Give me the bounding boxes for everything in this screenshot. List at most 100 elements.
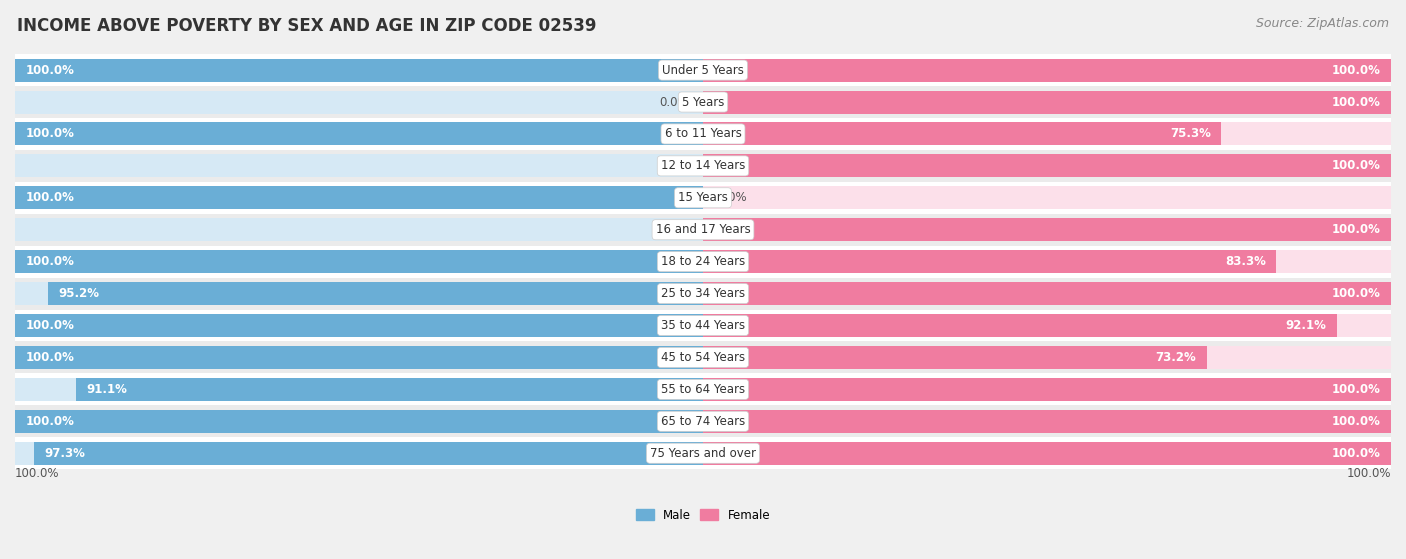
Text: 100.0%: 100.0%	[1347, 467, 1391, 480]
Bar	[15, 186, 703, 209]
Bar	[15, 218, 703, 241]
Bar	[703, 346, 1206, 369]
Bar	[48, 282, 703, 305]
Bar	[703, 218, 1391, 241]
Bar	[703, 410, 1391, 433]
Text: 100.0%: 100.0%	[1331, 287, 1381, 300]
Bar	[15, 122, 703, 145]
Bar	[15, 442, 703, 465]
Bar	[15, 282, 703, 305]
Bar	[15, 154, 703, 177]
Text: 100.0%: 100.0%	[1331, 447, 1381, 459]
Text: 75.3%: 75.3%	[1170, 127, 1211, 140]
Text: 100.0%: 100.0%	[25, 319, 75, 332]
Text: 83.3%: 83.3%	[1225, 255, 1265, 268]
Bar	[15, 122, 703, 145]
Bar	[15, 59, 703, 82]
Text: 100.0%: 100.0%	[1331, 383, 1381, 396]
Bar	[15, 405, 1391, 437]
Bar	[15, 118, 1391, 150]
Text: 45 to 54 Years: 45 to 54 Years	[661, 351, 745, 364]
Bar	[703, 378, 1391, 401]
Bar	[76, 378, 703, 401]
Bar	[15, 342, 1391, 373]
Text: 100.0%: 100.0%	[25, 64, 75, 77]
Text: 92.1%: 92.1%	[1285, 319, 1326, 332]
Bar	[703, 442, 1391, 465]
Bar	[703, 314, 1391, 337]
Bar	[15, 410, 703, 433]
Text: 100.0%: 100.0%	[25, 415, 75, 428]
Bar	[34, 442, 703, 465]
Bar	[703, 250, 1391, 273]
Text: 65 to 74 Years: 65 to 74 Years	[661, 415, 745, 428]
Text: 100.0%: 100.0%	[1331, 64, 1381, 77]
Bar	[15, 150, 1391, 182]
Bar	[703, 282, 1391, 305]
Bar	[15, 246, 1391, 278]
Bar	[15, 310, 1391, 342]
Bar	[703, 378, 1391, 401]
Text: 25 to 34 Years: 25 to 34 Years	[661, 287, 745, 300]
Bar	[15, 86, 1391, 118]
Bar	[15, 250, 703, 273]
Bar	[15, 314, 703, 337]
Bar	[703, 91, 1391, 113]
Bar	[703, 122, 1391, 145]
Bar	[703, 250, 1277, 273]
Bar	[703, 314, 1337, 337]
Bar	[703, 122, 1220, 145]
Text: 100.0%: 100.0%	[25, 191, 75, 204]
Text: 100.0%: 100.0%	[1331, 159, 1381, 172]
Bar	[15, 373, 1391, 405]
Bar	[15, 437, 1391, 469]
Bar	[703, 154, 1391, 177]
Text: 35 to 44 Years: 35 to 44 Years	[661, 319, 745, 332]
Bar	[15, 186, 703, 209]
Bar	[15, 182, 1391, 214]
Text: 75 Years and over: 75 Years and over	[650, 447, 756, 459]
Bar	[15, 214, 1391, 246]
Bar	[703, 442, 1391, 465]
Bar	[703, 346, 1391, 369]
Bar	[703, 410, 1391, 433]
Bar	[703, 186, 1391, 209]
Text: 97.3%: 97.3%	[44, 447, 84, 459]
Bar	[15, 91, 703, 113]
Bar	[703, 218, 1391, 241]
Legend: Male, Female: Male, Female	[631, 504, 775, 526]
Bar	[15, 378, 703, 401]
Text: 0.0%: 0.0%	[717, 191, 747, 204]
Text: 73.2%: 73.2%	[1156, 351, 1197, 364]
Text: 18 to 24 Years: 18 to 24 Years	[661, 255, 745, 268]
Bar	[15, 59, 703, 82]
Bar	[15, 314, 703, 337]
Bar	[703, 282, 1391, 305]
Text: 100.0%: 100.0%	[25, 255, 75, 268]
Text: Under 5 Years: Under 5 Years	[662, 64, 744, 77]
Text: 100.0%: 100.0%	[1331, 415, 1381, 428]
Text: 12 to 14 Years: 12 to 14 Years	[661, 159, 745, 172]
Bar	[703, 91, 1391, 113]
Bar	[15, 54, 1391, 86]
Bar	[703, 59, 1391, 82]
Text: INCOME ABOVE POVERTY BY SEX AND AGE IN ZIP CODE 02539: INCOME ABOVE POVERTY BY SEX AND AGE IN Z…	[17, 17, 596, 35]
Bar	[15, 410, 703, 433]
Text: 15 Years: 15 Years	[678, 191, 728, 204]
Bar	[15, 250, 703, 273]
Text: 16 and 17 Years: 16 and 17 Years	[655, 223, 751, 236]
Bar	[703, 59, 1391, 82]
Text: 100.0%: 100.0%	[1331, 223, 1381, 236]
Text: 100.0%: 100.0%	[25, 127, 75, 140]
Text: 0.0%: 0.0%	[659, 223, 689, 236]
Bar	[15, 278, 1391, 310]
Bar	[15, 346, 703, 369]
Text: 95.2%: 95.2%	[58, 287, 100, 300]
Text: Source: ZipAtlas.com: Source: ZipAtlas.com	[1256, 17, 1389, 30]
Bar	[15, 346, 703, 369]
Text: 100.0%: 100.0%	[1331, 96, 1381, 108]
Text: 0.0%: 0.0%	[659, 96, 689, 108]
Text: 100.0%: 100.0%	[15, 467, 59, 480]
Bar	[703, 154, 1391, 177]
Text: 6 to 11 Years: 6 to 11 Years	[665, 127, 741, 140]
